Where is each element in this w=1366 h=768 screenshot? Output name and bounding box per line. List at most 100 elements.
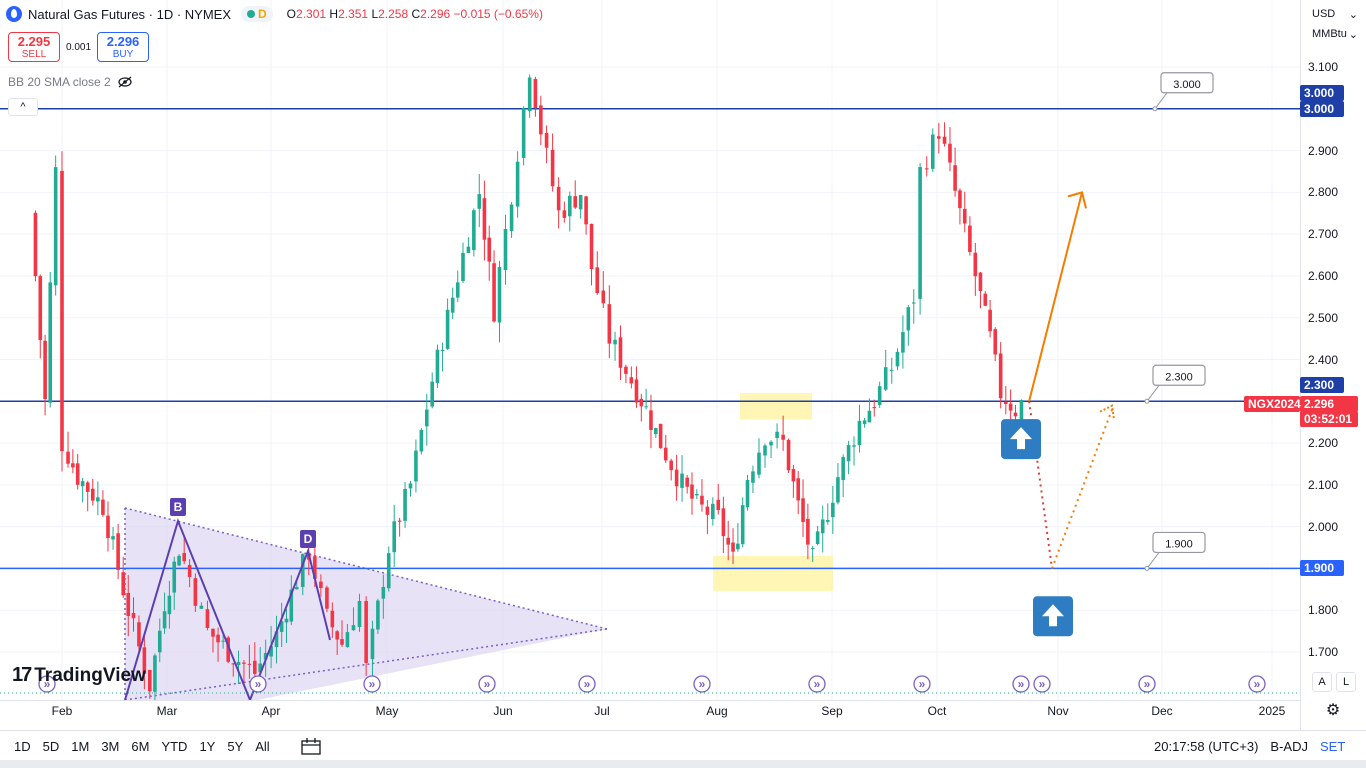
price-tag-1900[interactable]: 1.900: [1300, 560, 1344, 577]
candle-body: [435, 349, 440, 383]
candle-body: [595, 267, 600, 294]
timeframe-3m[interactable]: 3M: [101, 738, 120, 754]
tradingview-logo: 17 TradingView: [12, 664, 146, 687]
timeframe-6m[interactable]: 6M: [131, 738, 150, 754]
candle-body: [820, 519, 825, 534]
candle-body: [289, 589, 294, 622]
event-marker-icon[interactable]: [1248, 675, 1266, 693]
open-value: 2.301: [296, 7, 327, 21]
symbol-tag[interactable]: NGX2024: [1244, 395, 1301, 412]
indicator-legend[interactable]: BB 20 SMA close 2: [8, 75, 133, 89]
price-tag-3000-top[interactable]: 3.000: [1300, 84, 1344, 101]
candle-body: [221, 640, 225, 642]
unit-select[interactable]: MMBtu ⌄: [1308, 24, 1362, 44]
candle-body: [340, 639, 344, 645]
timeframe-all[interactable]: All: [255, 738, 270, 754]
price-chart[interactable]: B D 3.000 2.300 1.900 » » » » » » » » » » » »: [0, 0, 1300, 700]
event-marker-glyph: »: [1254, 677, 1261, 691]
candle-body: [962, 208, 967, 224]
event-marker-glyph: »: [919, 677, 926, 691]
symbol-title[interactable]: Natural Gas Futures · 1D · NYMEX: [28, 6, 231, 22]
time-axis-label: Nov: [1047, 704, 1069, 718]
close-value: 2.296: [420, 7, 451, 21]
event-marker-icon[interactable]: [1033, 675, 1051, 693]
event-marker-icon[interactable]: [913, 675, 931, 693]
candle-body: [48, 282, 53, 403]
currency-select[interactable]: USD ⌄: [1308, 4, 1362, 24]
pattern-label-b-badge: [170, 498, 186, 516]
last-price-tag[interactable]: 2.296: [1300, 395, 1358, 412]
log-scale-button[interactable]: L: [1336, 672, 1356, 692]
event-marker-icon[interactable]: [693, 675, 711, 693]
timeframe-1d[interactable]: 1D: [14, 738, 31, 754]
candle-body: [763, 445, 767, 456]
market-status[interactable]: D: [241, 6, 273, 22]
timeframe-5d[interactable]: 5D: [42, 738, 60, 754]
candle-body: [242, 662, 246, 664]
candle-body: [1008, 403, 1013, 411]
eye-hidden-icon[interactable]: [117, 76, 133, 88]
countdown-tag[interactable]: 03:52:01: [1300, 410, 1358, 427]
time-axis-label: Sep: [821, 704, 843, 718]
candle-body: [53, 167, 58, 286]
candle-body: [731, 542, 735, 552]
price-tag-3000[interactable]: 3.000: [1300, 100, 1344, 117]
candle-body: [148, 669, 152, 692]
sell-button[interactable]: 2.295 SELL: [8, 32, 60, 62]
candle-body: [544, 132, 549, 148]
candle-body: [533, 78, 538, 109]
candle-body: [162, 611, 167, 629]
event-marker-icon[interactable]: [478, 675, 496, 693]
event-marker-icon[interactable]: [38, 675, 56, 693]
chart-area[interactable]: B D 3.000 2.300 1.900 » » » » » » » » » » » »: [0, 0, 1300, 700]
adjustment-toggle[interactable]: B-ADJ: [1270, 738, 1308, 754]
event-marker-icon[interactable]: [578, 675, 596, 693]
event-marker-icon[interactable]: [249, 675, 267, 693]
candle-body: [584, 196, 588, 225]
timeframe-ytd[interactable]: YTD: [161, 738, 188, 754]
session-toggle[interactable]: SET: [1319, 738, 1346, 754]
collapse-legend-button[interactable]: ^: [8, 98, 38, 116]
calendar-range-icon[interactable]: [300, 737, 322, 755]
candle-body: [461, 252, 465, 282]
candle-body: [562, 210, 567, 218]
candle-body: [740, 505, 745, 545]
timeframe-1m[interactable]: 1M: [71, 738, 90, 754]
close-label: C: [411, 7, 421, 21]
price-tag-2300[interactable]: 2.300: [1300, 377, 1344, 394]
buy-button[interactable]: 2.296 BUY: [97, 32, 150, 62]
candle-body: [663, 447, 668, 461]
candle-body: [80, 481, 85, 487]
candle-body: [445, 309, 450, 349]
event-marker-icon[interactable]: [1138, 675, 1156, 693]
candle-body: [403, 488, 407, 521]
price-scale-divider: [1300, 0, 1301, 730]
callout-leader: [1154, 92, 1168, 110]
event-marker-icon[interactable]: [1012, 675, 1030, 693]
triangle-lower-edge: [124, 628, 608, 700]
gear-icon[interactable]: ⚙: [1325, 702, 1341, 719]
callout-anchor: [1152, 106, 1158, 112]
candle-body: [172, 561, 177, 593]
timeframe-5y[interactable]: 5Y: [227, 738, 244, 754]
candle-body: [801, 498, 805, 522]
candle-body: [231, 663, 236, 665]
candle-body: [639, 398, 644, 407]
candle-body: [167, 595, 172, 615]
price-tick-label: 2.000: [1308, 519, 1339, 534]
time-axis-label: Aug: [706, 704, 728, 718]
event-marker-icon[interactable]: [363, 675, 381, 693]
candle-body: [745, 480, 750, 508]
open-label: O: [286, 7, 297, 21]
event-marker-icon[interactable]: [808, 675, 826, 693]
auto-scale-button[interactable]: A: [1312, 672, 1332, 692]
candle-body: [539, 105, 543, 135]
candle-body: [408, 483, 413, 489]
timeframe-1y[interactable]: 1Y: [199, 738, 216, 754]
level-callout-2300-box: [1152, 364, 1206, 386]
clock-readout[interactable]: 20:17:58 (UTC+3): [1154, 738, 1259, 754]
chevron-down-icon: ⌄: [1348, 8, 1358, 21]
event-marker-glyph: »: [484, 677, 491, 691]
candle-body: [883, 367, 888, 390]
event-marker-glyph: »: [814, 677, 821, 691]
